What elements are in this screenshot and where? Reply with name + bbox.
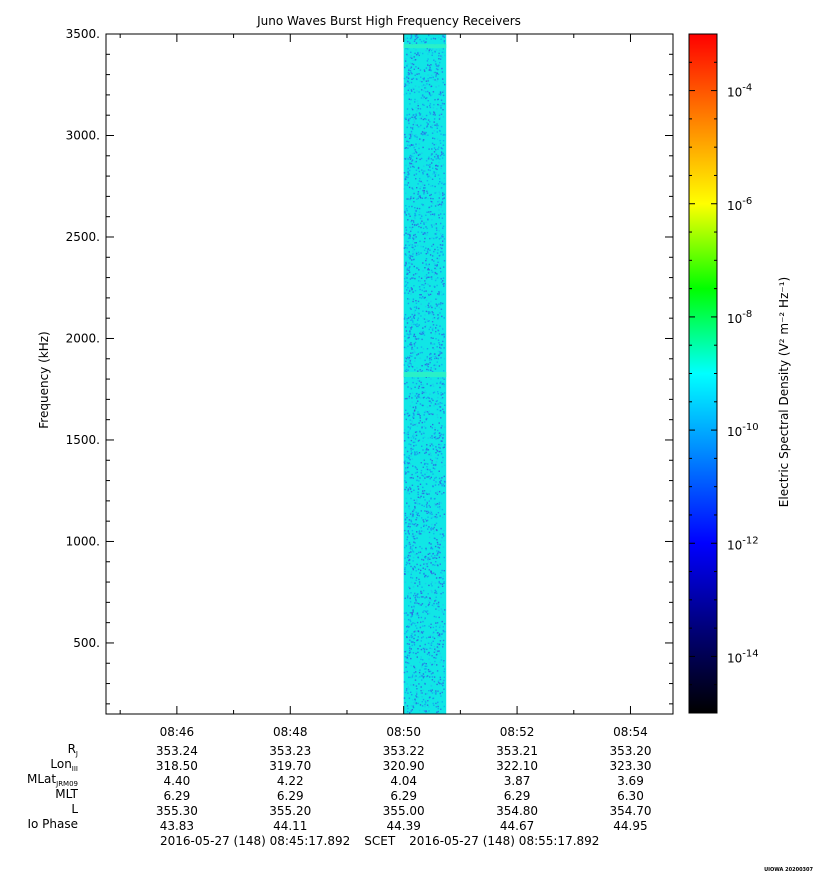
ephemeris-value: 44.67 xyxy=(499,819,535,833)
x-tick-label: 08:52 xyxy=(500,725,535,739)
ephemeris-value: 354.80 xyxy=(496,804,539,818)
y-tick-label: 2000. xyxy=(66,331,100,345)
y-axis-label: Frequency (kHz) xyxy=(37,331,51,428)
colorbar-gradient xyxy=(689,34,717,713)
colorbar-tick-label: 10-8 xyxy=(727,309,752,326)
ephemeris-value: 318.50 xyxy=(155,759,198,773)
ephemeris-row-label: LonIII xyxy=(50,757,78,773)
plot-frame xyxy=(105,33,674,715)
ephemeris-value: 353.21 xyxy=(496,744,539,758)
y-tick-label: 500. xyxy=(73,636,100,650)
ephemeris-value: 319.70 xyxy=(269,759,312,773)
ephemeris-value: 6.30 xyxy=(617,789,644,803)
ephemeris-value: 4.04 xyxy=(390,774,418,788)
ephemeris-value: 4.22 xyxy=(276,774,304,788)
ephemeris-value: 3.69 xyxy=(617,774,644,788)
ephemeris-value: 320.90 xyxy=(382,759,425,773)
ephemeris-value: 6.29 xyxy=(503,789,531,803)
ephemeris-value: 355.20 xyxy=(269,804,312,818)
start-time: 2016-05-27 (148) 08:45:17.892 xyxy=(160,834,351,848)
ephemeris-row-label: RJ xyxy=(67,742,78,758)
ephemeris-value: 354.70 xyxy=(609,804,652,818)
colorbar-label: Electric Spectral Density (V² m⁻² Hz⁻¹) xyxy=(777,277,791,507)
ephemeris-value: 353.23 xyxy=(269,744,312,758)
ephemeris-value: 6.29 xyxy=(163,789,191,803)
credit-label: UIOWA 20200307 xyxy=(764,867,813,873)
ephemeris-value: 43.83 xyxy=(159,819,195,833)
ephemeris-value: 322.10 xyxy=(496,759,539,773)
ephemeris-value: 44.39 xyxy=(386,819,421,833)
ephemeris-value: 323.30 xyxy=(609,759,652,773)
bright-band-1 xyxy=(403,44,447,49)
x-tick-label: 08:50 xyxy=(386,725,421,739)
ephemeris-value: 355.30 xyxy=(155,804,198,818)
ephemeris-value: 3.87 xyxy=(503,774,531,788)
y-tick-label: 3000. xyxy=(66,128,100,142)
ephemeris-value: 44.95 xyxy=(613,819,648,833)
colorbar-tick-label: 10-12 xyxy=(727,535,759,552)
y-tick-label: 3500. xyxy=(66,27,100,41)
ephemeris-row-label: MLatJRM09 xyxy=(27,772,78,788)
end-time: 2016-05-27 (148) 08:55:17.892 xyxy=(409,834,600,848)
ephemeris-value: 353.24 xyxy=(155,744,198,758)
colorbar-tick-label: 10-6 xyxy=(727,196,752,213)
ephemeris-row-label: MLT xyxy=(55,787,78,801)
colorbar-tick-label: 10-14 xyxy=(727,648,759,665)
ephemeris-value: 44.11 xyxy=(273,819,308,833)
x-tick-label: 08:54 xyxy=(613,725,648,739)
x-tick-label: 08:48 xyxy=(273,725,308,739)
y-tick-label: 1500. xyxy=(66,433,100,447)
ephemeris-value: 355.00 xyxy=(382,804,425,818)
ephemeris-row-label: L xyxy=(71,802,78,816)
chart-title: Juno Waves Burst High Frequency Receiver… xyxy=(256,14,521,28)
y-tick-label: 2500. xyxy=(66,230,100,244)
ephemeris-value: 6.29 xyxy=(390,789,418,803)
colorbar-tick-label: 10-4 xyxy=(727,83,752,100)
ephemeris-value: 353.22 xyxy=(382,744,425,758)
colorbar-tick-label: 10-10 xyxy=(727,422,759,439)
bright-band-0 xyxy=(403,371,447,378)
time-range-footer: 2016-05-27 (148) 08:45:17.892 SCET 2016-05… xyxy=(160,834,613,848)
colorbar: 10-4 10-6 10-8 10-10 10-12 10-14 xyxy=(688,33,759,714)
ephemeris-value: 353.20 xyxy=(609,744,652,758)
ephemeris-value: 4.40 xyxy=(163,774,191,788)
ephemeris-value: 6.29 xyxy=(276,789,304,803)
x-tick-label: 08:46 xyxy=(160,725,195,739)
plot-area: 500. 1000. 1500. 2000. 2500. 3000. 3500. 08:46 0… xyxy=(66,27,674,739)
scet-label: SCET xyxy=(364,834,396,848)
ephemeris-row-label: Io Phase xyxy=(27,817,78,831)
y-tick-label: 1000. xyxy=(66,534,100,548)
